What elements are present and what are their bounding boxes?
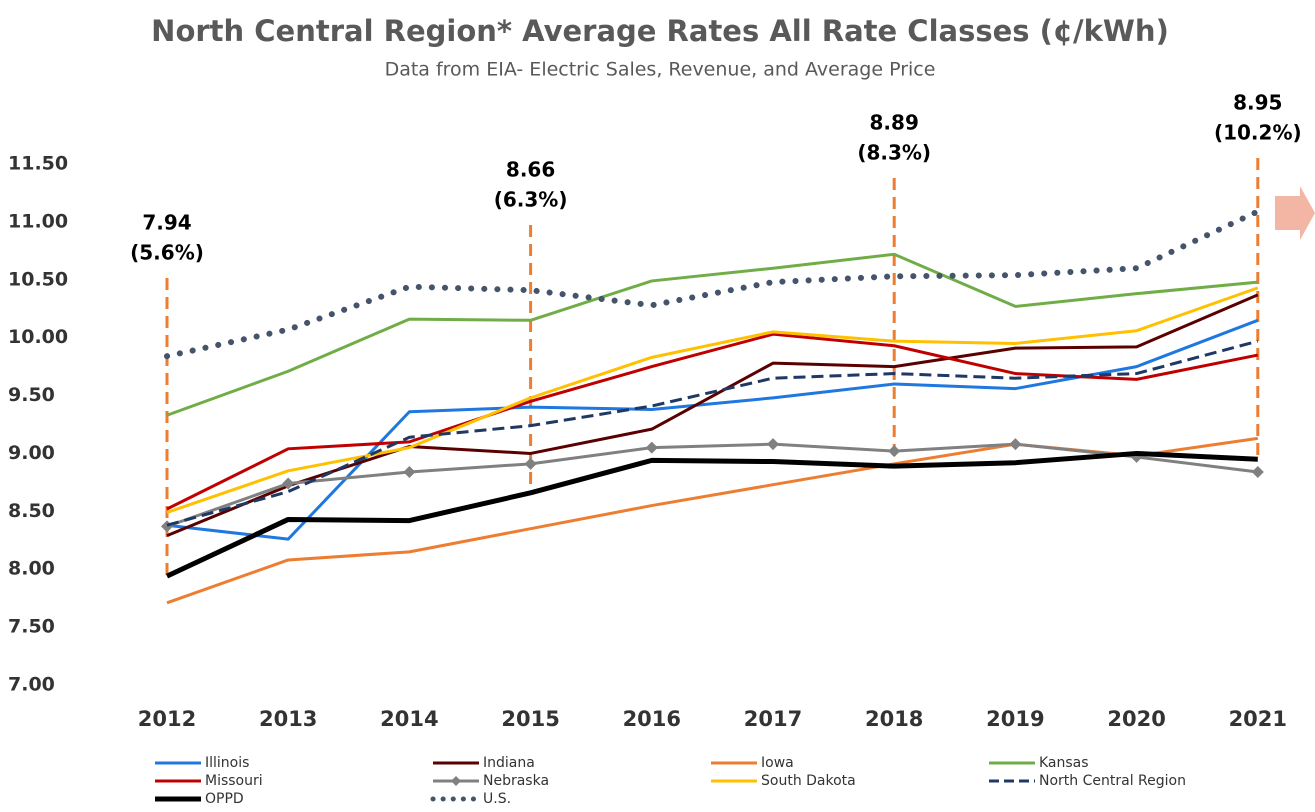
annotation-change: (10.2%) <box>1214 121 1302 145</box>
x-tick-label: 2014 <box>380 707 438 731</box>
legend-label: South Dakota <box>761 773 856 789</box>
annotation-change: (6.3%) <box>494 188 568 212</box>
legend-label: Missouri <box>205 773 263 789</box>
y-tick-label: 11.50 <box>8 153 68 175</box>
annotation-change: (5.6%) <box>130 241 204 265</box>
x-tick-label: 2018 <box>865 707 923 731</box>
x-tick-label: 2017 <box>744 707 802 731</box>
series-line <box>165 450 1258 579</box>
annotation-value: 7.94 <box>142 211 191 235</box>
series-line <box>166 332 1259 511</box>
y-tick-label: 7.00 <box>8 674 55 696</box>
legend-label: Nebraska <box>483 773 549 789</box>
legend-label: Kansas <box>1039 755 1089 771</box>
y-tick-label: 10.50 <box>8 268 68 290</box>
series-marker <box>1009 438 1022 451</box>
x-tick-label: 2013 <box>259 707 317 731</box>
legend-label: U.S. <box>483 791 511 807</box>
series-line <box>166 286 1259 514</box>
series-line <box>166 339 1259 527</box>
x-tick-label: 2021 <box>1229 707 1287 731</box>
y-tick-label: 10.00 <box>8 326 68 348</box>
x-tick-label: 2016 <box>623 707 681 731</box>
arrow-decoration <box>1275 186 1315 240</box>
annotation-value: 8.66 <box>506 158 555 182</box>
legend-label: Iowa <box>761 755 794 771</box>
y-tick-label: 8.00 <box>8 558 55 580</box>
x-tick-label: 2020 <box>1107 707 1165 731</box>
series-marker <box>403 465 416 478</box>
series-marker <box>645 441 658 454</box>
legend-label: OPPD <box>205 791 244 807</box>
legend-label: North Central Region <box>1039 773 1186 789</box>
annotation-value: 8.95 <box>1233 91 1282 115</box>
x-tick-label: 2019 <box>986 707 1044 731</box>
chart-subtitle: Data from EIA- Electric Sales, Revenue, … <box>385 59 936 81</box>
x-tick-label: 2012 <box>138 707 196 731</box>
series-marker <box>888 445 901 458</box>
series-marker <box>1251 465 1264 478</box>
series-marker <box>524 457 537 470</box>
y-tick-label: 9.50 <box>8 384 55 406</box>
legend-label: Indiana <box>483 755 535 771</box>
series-line <box>166 293 1259 538</box>
series-marker <box>282 477 295 490</box>
legend-label: Illinois <box>205 755 249 771</box>
series-marker <box>161 520 173 533</box>
y-tick-label: 11.00 <box>8 210 68 232</box>
chart-title: North Central Region* Average Rates All … <box>151 14 1169 48</box>
x-tick-label: 2015 <box>501 707 559 731</box>
y-tick-label: 8.50 <box>8 500 55 522</box>
annotation-change: (8.3%) <box>857 141 931 165</box>
legend-marker <box>451 776 461 786</box>
y-tick-label: 9.00 <box>8 442 55 464</box>
series-marker <box>767 438 779 451</box>
series-line <box>166 252 1258 417</box>
annotation-value: 8.89 <box>870 111 919 135</box>
series-line <box>166 442 1258 528</box>
y-tick-label: 7.50 <box>8 616 55 638</box>
